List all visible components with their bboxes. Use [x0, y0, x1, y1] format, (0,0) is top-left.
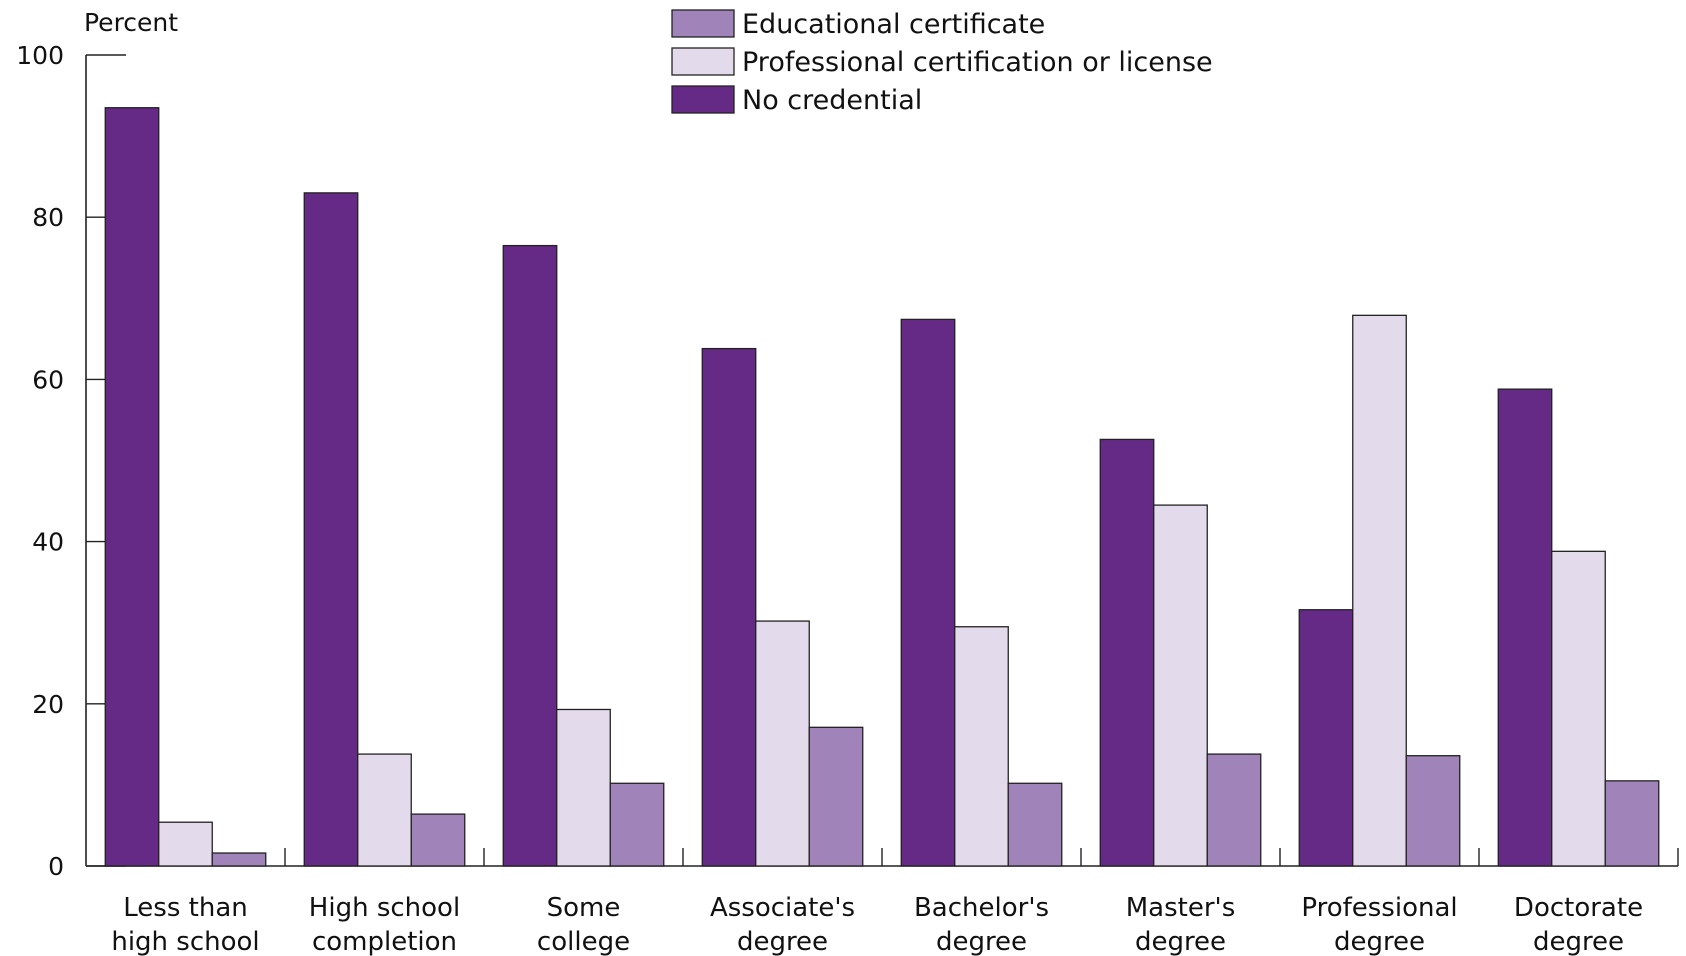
bar-no-credential-high-school-completion: [303, 192, 359, 867]
bar-educational-certificate-associate-s-degree: [808, 726, 864, 867]
x-tick-label: Doctorate degree: [1514, 893, 1643, 956]
legend-swatch-professional-certification-or-license: [671, 47, 735, 76]
bar-no-credential-less-than-high-school: [104, 107, 160, 867]
bar-professional-certification-or-license-professional-degree: [1352, 314, 1407, 867]
bar-professional-certification-or-license-bachelor-s-degree: [954, 626, 1009, 867]
x-tick-label: Master's degree: [1126, 893, 1235, 956]
y-tick-label: 60: [32, 365, 64, 394]
legend-label-educational-certificate: Educational certificate: [742, 9, 1045, 40]
y-tick-label: 40: [32, 528, 64, 557]
bar-no-credential-master-s-degree: [1099, 438, 1155, 867]
legend-swatch-educational-certificate: [671, 9, 735, 38]
x-tick-label: Bachelor's degree: [914, 893, 1049, 956]
bar-educational-certificate-some-college: [609, 782, 665, 867]
y-tick-label: 0: [48, 852, 64, 881]
bar-professional-certification-or-license-less-than-high-school: [158, 821, 213, 867]
bar-no-credential-doctorate-degree: [1497, 388, 1553, 867]
bar-professional-certification-or-license-master-s-degree: [1153, 504, 1208, 867]
y-axis-title: Percent: [84, 8, 178, 37]
bar-educational-certificate-high-school-completion: [410, 813, 466, 867]
legend-label-professional-certification-or-license: Professional certification or license: [742, 47, 1213, 78]
bar-professional-certification-or-license-some-college: [556, 708, 611, 867]
x-tick-label: Less than high school: [111, 893, 259, 956]
bar-educational-certificate-less-than-high-school: [211, 852, 267, 867]
legend-label-no-credential: No credential: [742, 85, 922, 116]
bar-educational-certificate-doctorate-degree: [1604, 780, 1660, 867]
y-tick-label: 80: [32, 203, 64, 232]
bar-professional-certification-or-license-doctorate-degree: [1551, 550, 1606, 867]
y-tick-label: 100: [16, 41, 64, 70]
x-tick-label: Associate's degree: [710, 893, 855, 956]
bar-professional-certification-or-license-high-school-completion: [357, 753, 412, 867]
legend-swatch-no-credential: [671, 85, 735, 114]
x-tick-label: Some college: [537, 893, 630, 956]
bar-no-credential-professional-degree: [1298, 609, 1354, 867]
x-tick-label: Professional degree: [1301, 893, 1457, 956]
bar-no-credential-associate-s-degree: [701, 347, 757, 867]
x-tick-label: High school completion: [309, 893, 460, 956]
bar-professional-certification-or-license-associate-s-degree: [755, 620, 810, 867]
bar-educational-certificate-master-s-degree: [1206, 753, 1262, 867]
bar-no-credential-some-college: [502, 244, 558, 867]
bar-educational-certificate-bachelor-s-degree: [1007, 782, 1063, 867]
bar-no-credential-bachelor-s-degree: [900, 318, 956, 867]
y-tick-label: 20: [32, 690, 64, 719]
bar-educational-certificate-professional-degree: [1405, 755, 1461, 867]
